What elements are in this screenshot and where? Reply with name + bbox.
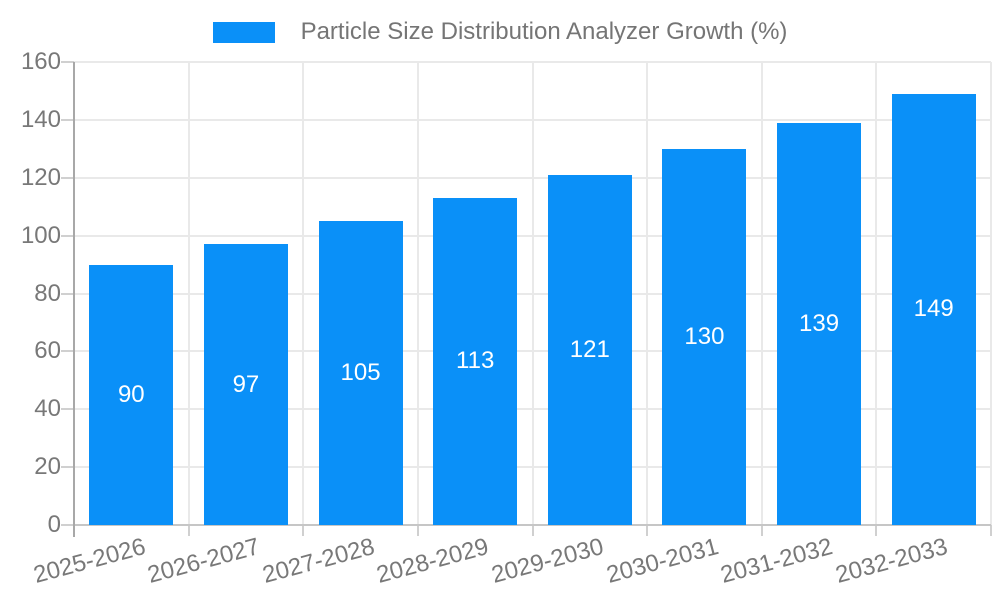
y-tick-mark — [61, 118, 74, 121]
x-axis-tick-label: 2030-2031 — [603, 533, 722, 589]
bar-value-label: 97 — [232, 370, 260, 398]
x-axis-tick-label: 2029-2030 — [488, 533, 607, 589]
v-gridline — [531, 62, 534, 525]
y-tick-mark — [61, 176, 74, 179]
y-tick-mark — [61, 292, 74, 295]
legend-swatch-icon — [212, 21, 275, 43]
y-axis-tick-label: 140 — [20, 105, 61, 133]
x-tick-mark — [187, 525, 190, 536]
y-tick-mark — [61, 408, 74, 411]
x-axis-tick-label: 2027-2028 — [259, 533, 378, 589]
bar-2025-2026[interactable]: 90 — [89, 264, 174, 525]
y-axis-tick-label: 60 — [34, 337, 61, 365]
y-axis-tick-label: 160 — [20, 48, 61, 75]
y-axis-tick-label: 0 — [47, 511, 61, 538]
bar-value-label: 149 — [913, 295, 954, 323]
bar-2029-2030[interactable]: 121 — [547, 174, 632, 525]
y-axis-tick-label: 100 — [20, 221, 61, 249]
v-gridline — [646, 62, 649, 525]
y-axis-tick-label: 40 — [34, 395, 61, 423]
x-tick-mark — [531, 525, 534, 536]
x-axis-tick-label: 2032-2033 — [832, 533, 951, 589]
bar-value-label: 113 — [456, 347, 495, 375]
bar-2030-2031[interactable]: 130 — [662, 148, 747, 525]
bar-2031-2032[interactable]: 139 — [777, 122, 862, 525]
bar-value-label: 105 — [340, 359, 381, 387]
x-tick-mark — [990, 525, 992, 536]
bar-2027-2028[interactable]: 105 — [318, 221, 403, 525]
x-tick-mark — [416, 525, 419, 536]
chart-legend: Particle Size Distribution Analyzer Grow… — [0, 16, 1000, 48]
v-gridline — [416, 62, 419, 525]
x-tick-mark — [302, 525, 305, 536]
bar-value-label: 139 — [799, 309, 840, 337]
v-gridline — [760, 62, 763, 525]
x-tick-mark — [760, 525, 763, 536]
y-tick-mark — [61, 466, 74, 469]
y-tick-mark — [61, 524, 74, 526]
v-gridline — [302, 62, 305, 525]
v-gridline — [990, 62, 992, 525]
x-axis-tick-label: 2028-2029 — [374, 533, 492, 589]
y-tick-mark — [61, 350, 74, 353]
bar-value-label: 90 — [117, 380, 145, 408]
y-tick-mark — [61, 234, 74, 237]
y-axis-tick-label: 80 — [34, 279, 61, 307]
x-axis-tick-label: 2031-2032 — [717, 533, 836, 589]
v-gridline — [187, 62, 190, 525]
legend-label: Particle Size Distribution Analyzer Grow… — [300, 18, 788, 45]
bar-value-label: 121 — [569, 335, 610, 363]
y-tick-mark — [61, 61, 74, 63]
bar-2032-2033[interactable]: 149 — [891, 93, 976, 525]
bar-2026-2027[interactable]: 97 — [203, 244, 288, 525]
y-axis-tick-label: 120 — [20, 163, 61, 191]
chart-plot-area: 0 20 40 60 80 100 120 140 160 90 2025-2026 97 2026-2… — [21, 48, 992, 589]
y-axis-line — [73, 62, 75, 537]
x-axis-tick-label: 2025-2026 — [30, 533, 149, 589]
bar-2028-2029[interactable]: 113 — [433, 198, 518, 525]
x-axis-baseline — [74, 524, 991, 526]
x-tick-mark — [875, 525, 878, 536]
x-tick-mark — [646, 525, 649, 536]
y-axis-tick-label: 20 — [34, 453, 61, 481]
bar-value-label: 130 — [684, 322, 725, 350]
x-axis-tick-label: 2026-2027 — [144, 533, 263, 589]
v-gridline — [875, 62, 878, 525]
